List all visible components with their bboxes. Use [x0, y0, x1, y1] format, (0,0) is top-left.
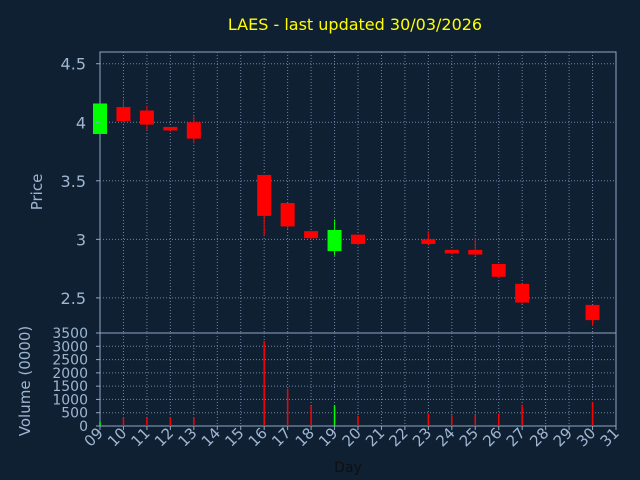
- volume-bar: [122, 417, 125, 426]
- volume-tick-label: 0: [79, 419, 88, 435]
- x-tick-label: 19: [315, 424, 341, 450]
- x-tick-label: 22: [386, 424, 412, 450]
- volume-bar: [169, 417, 172, 426]
- volume-bar: [427, 413, 430, 426]
- x-tick-label: 26: [479, 424, 505, 450]
- candle-body: [491, 263, 506, 277]
- chart-marks: [93, 98, 600, 426]
- candle-body: [116, 107, 131, 122]
- x-tick-label: 11: [128, 424, 154, 450]
- volume-tick-label: 2000: [52, 366, 88, 382]
- volume-bar: [99, 422, 101, 426]
- x-tick-label: 28: [526, 424, 552, 450]
- x-tick-label: 12: [151, 424, 177, 450]
- volume-bar: [333, 405, 336, 426]
- volume-tick-label: 2500: [52, 353, 88, 369]
- candle-body: [93, 103, 107, 134]
- x-tick-label: 13: [174, 424, 200, 450]
- x-tick-label: 25: [456, 424, 482, 450]
- price-tick-label: 3.5: [61, 172, 86, 191]
- x-tick-label: 27: [503, 424, 529, 450]
- price-tick-label: 2.5: [61, 289, 86, 308]
- x-tick-label: 14: [198, 424, 224, 450]
- volume-tick-label: 1500: [52, 379, 88, 395]
- candle-body: [186, 122, 201, 139]
- candle-body: [421, 239, 436, 245]
- x-tick-label: 24: [432, 424, 458, 450]
- x-axis-label: Day: [334, 460, 362, 476]
- x-tick-label: 16: [245, 424, 271, 450]
- volume-plot-area: [99, 332, 617, 427]
- volume-tick-label: 500: [61, 406, 88, 422]
- volume-bar: [146, 417, 148, 426]
- volume-bar: [286, 388, 289, 426]
- candle-body: [351, 234, 365, 245]
- candle-body: [515, 283, 530, 303]
- volume-bar: [521, 404, 523, 426]
- volume-bar: [357, 415, 359, 426]
- price-tick-label: 4: [76, 113, 86, 132]
- price-tick-label: 3: [76, 230, 86, 249]
- candle-body: [304, 231, 319, 239]
- x-tick-label: 21: [362, 424, 388, 450]
- volume-bar: [310, 406, 312, 426]
- volume-bar: [451, 415, 453, 426]
- candle-body: [585, 304, 600, 321]
- volume-bar: [497, 414, 500, 426]
- volume-bar: [193, 417, 195, 426]
- volume-bar: [591, 402, 594, 426]
- candle-body: [444, 249, 459, 254]
- price-axis-label: Price: [28, 174, 46, 211]
- volume-tick-label: 3500: [52, 326, 88, 342]
- axis-ticks: 2.533.544.505001000150020002500300035000…: [52, 55, 622, 451]
- x-tick-label: 18: [292, 424, 318, 450]
- candle-body: [163, 126, 178, 131]
- volume-tick-label: 1000: [52, 392, 88, 408]
- candle-body: [468, 249, 483, 255]
- chart-title: LAES - last updated 30/03/2026: [228, 15, 482, 34]
- candle-body: [257, 174, 272, 216]
- volume-tick-label: 3000: [52, 339, 88, 355]
- price-tick-label: 4.5: [61, 55, 86, 74]
- x-tick-label: 29: [550, 424, 576, 450]
- x-tick-label: 10: [104, 424, 130, 450]
- x-tick-label: 15: [221, 424, 247, 450]
- volume-bar: [263, 340, 265, 426]
- x-tick-label: 23: [409, 424, 435, 450]
- candle-body: [327, 229, 342, 252]
- candle-body: [280, 203, 295, 227]
- volume-axis-label: Volume (0000): [16, 326, 34, 436]
- volume-bar: [474, 414, 477, 426]
- x-tick-label: 31: [597, 424, 623, 450]
- x-tick-label: 20: [339, 424, 365, 450]
- x-tick-label: 17: [268, 424, 294, 450]
- x-tick-label: 30: [573, 424, 599, 450]
- candle-body: [139, 110, 154, 125]
